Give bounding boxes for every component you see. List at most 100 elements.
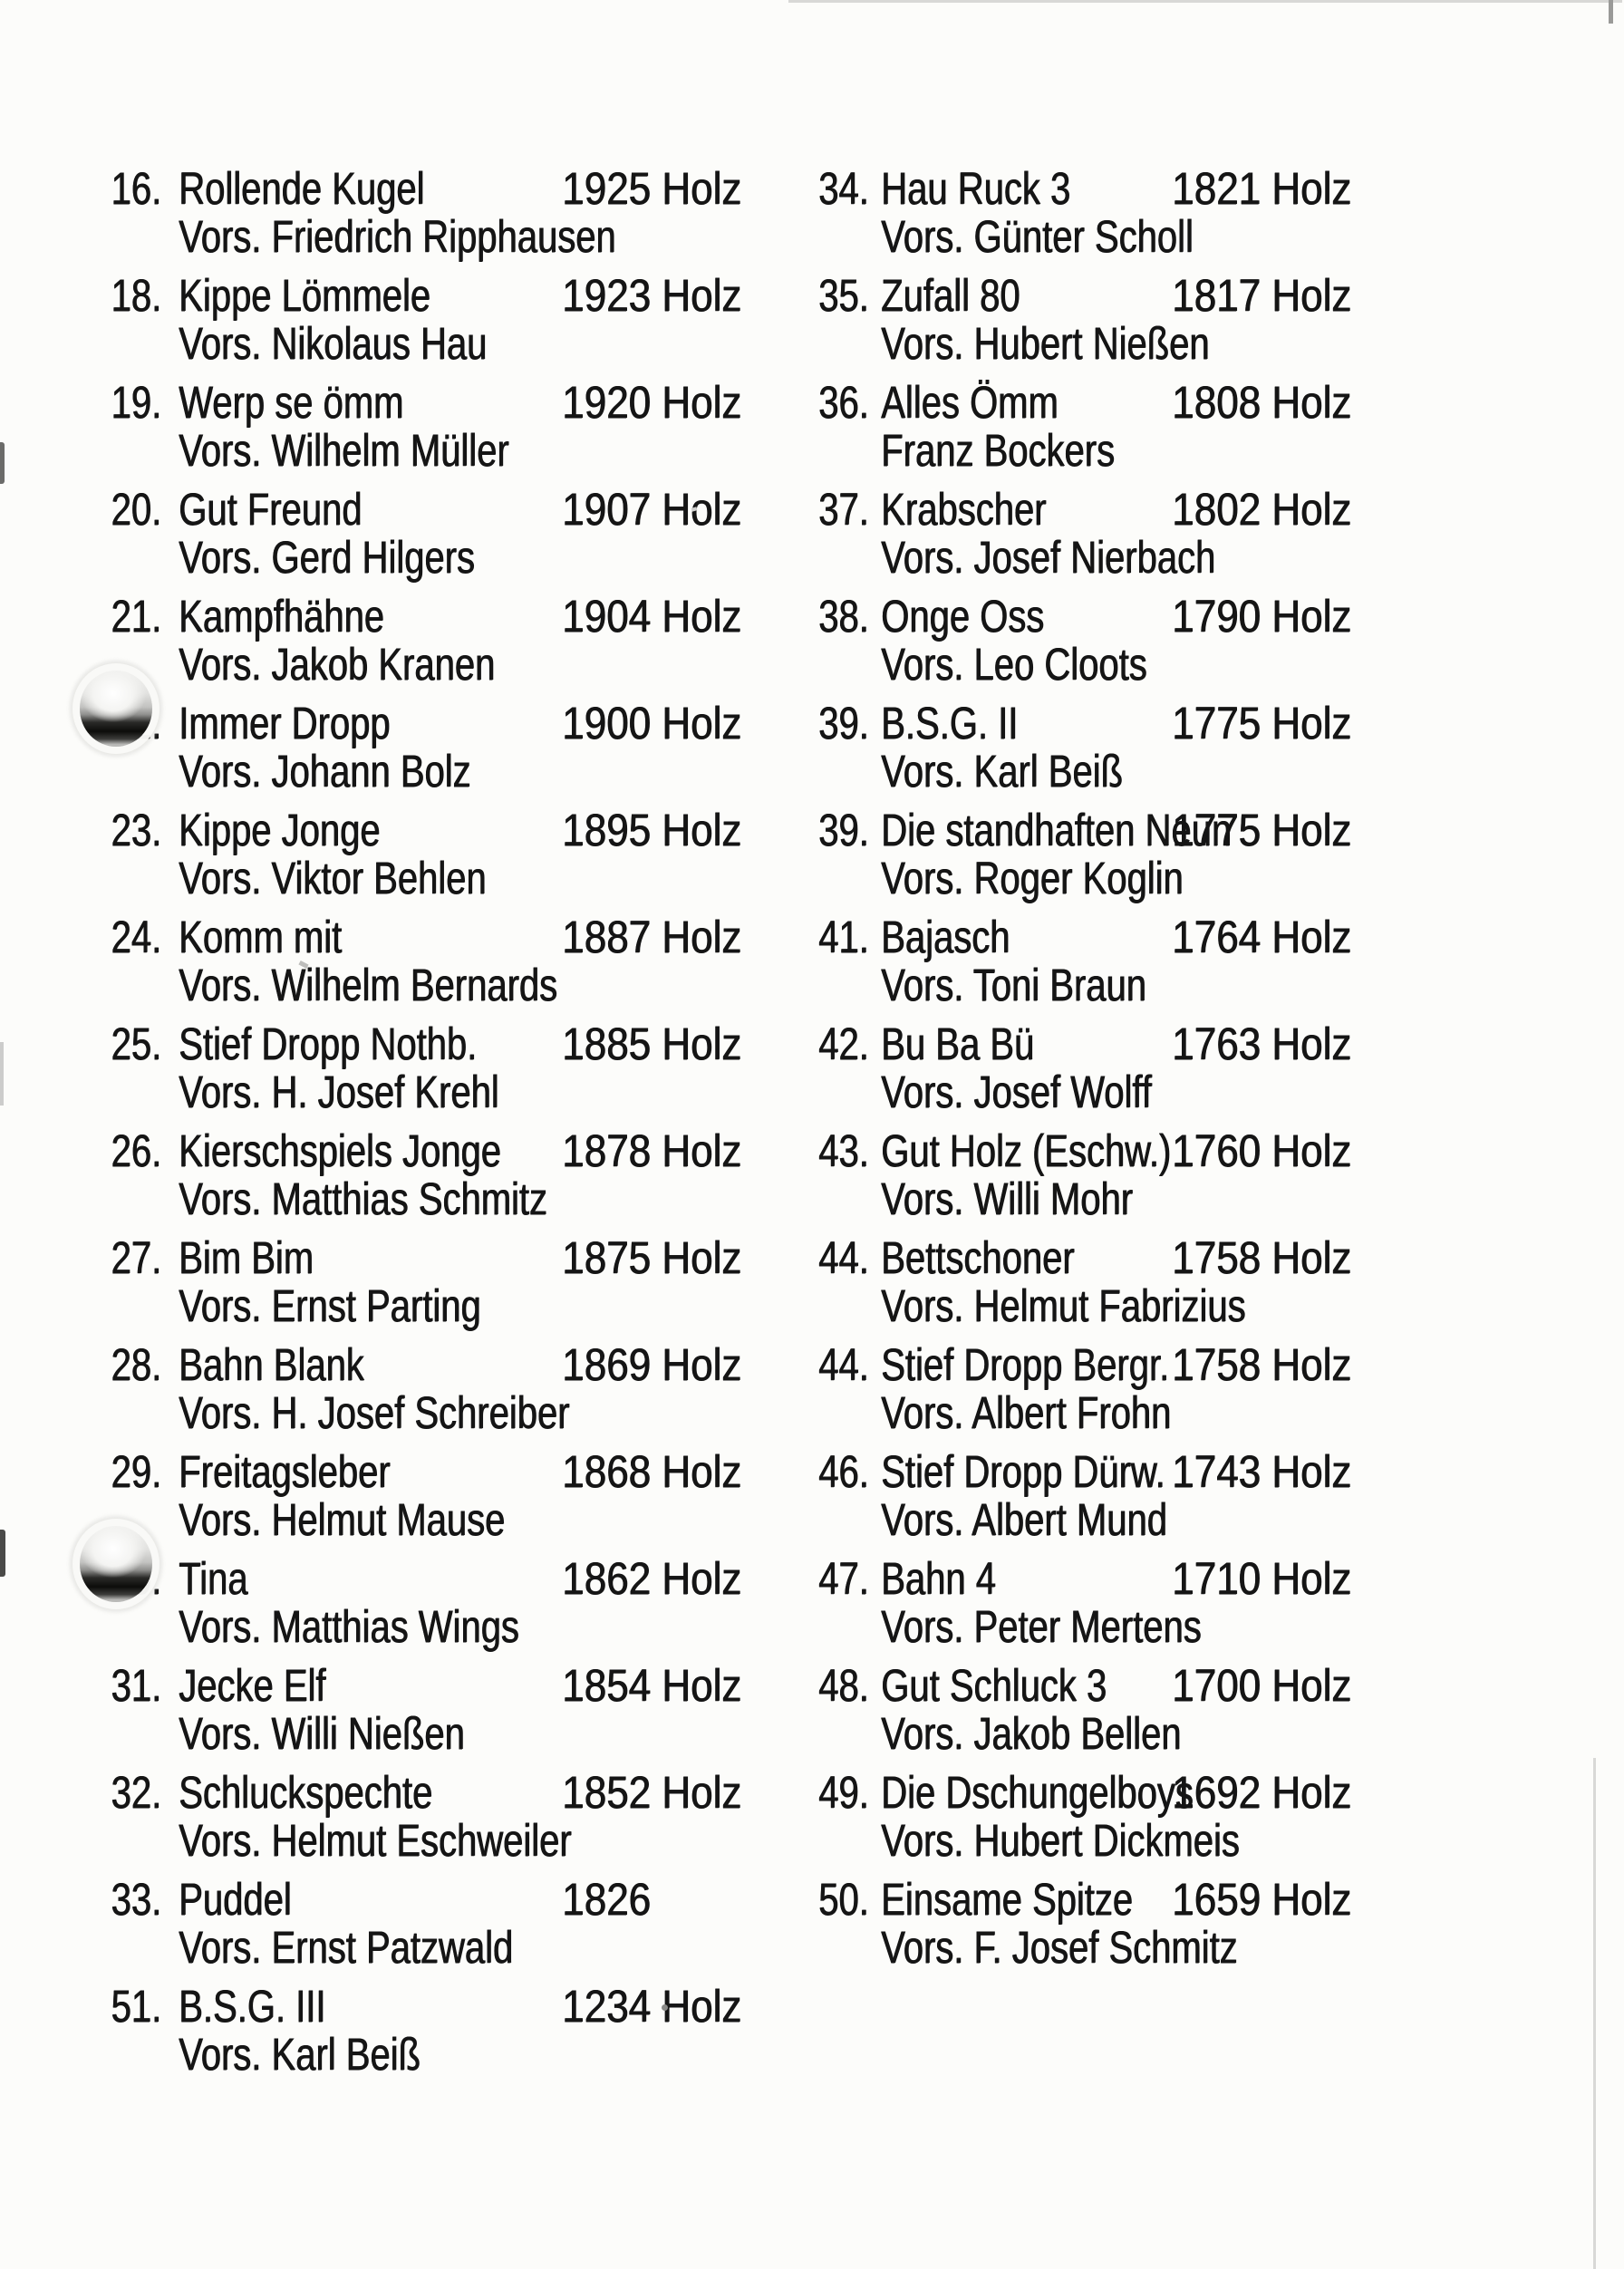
- team-list-entry: 25. Stief Dropp Nothb. 1885 Holz Vors. H…: [91, 1020, 761, 1120]
- entry-rank: 42.: [818, 1019, 869, 1069]
- team-list-entry: 34. Hau Ruck 3 1821 Holz Vors. Günter Sc…: [807, 165, 1387, 265]
- entry-leader: Vors. H. Josef Schreiber: [179, 1387, 570, 1438]
- scan-edge-smudge-left: [0, 1042, 4, 1106]
- entry-team: Die Dschungelboys: [881, 1767, 1194, 1818]
- entry-team: Immer Dropp: [179, 698, 391, 748]
- entry-rank: 28.: [111, 1339, 161, 1390]
- entry-rank: 20.: [111, 484, 161, 535]
- entry-leader: Vors. Karl Beiß: [179, 2029, 420, 2080]
- entry-leader: Vors. Jakob Bellen: [881, 1708, 1182, 1759]
- team-list-entry: 23. Kippe Jonge 1895 Holz Vors. Viktor B…: [91, 806, 761, 906]
- entry-leader: Vors. Karl Beiß: [881, 746, 1123, 797]
- entry-rank: 36.: [818, 377, 869, 428]
- entry-team: Bahn 4: [881, 1553, 996, 1604]
- entry-team: Onge Oss: [881, 591, 1045, 642]
- entry-rank: 26.: [111, 1125, 161, 1176]
- team-list-entry: 39. B.S.G. II 1775 Holz Vors. Karl Beiß: [807, 700, 1387, 799]
- entry-team: Freitagsleber: [179, 1446, 391, 1497]
- entry-score: 1887 Holz: [562, 912, 742, 962]
- entry-rank: 39.: [818, 698, 869, 748]
- entry-score: 1862 Holz: [562, 1553, 742, 1604]
- entry-team: Zufall 80: [881, 270, 1020, 321]
- entry-rank: 41.: [818, 912, 869, 962]
- entry-leader: Vors. F. Josef Schmitz: [881, 1922, 1238, 1973]
- entry-score: 1907 Holz: [562, 484, 742, 535]
- team-list-entry: 31. Jecke Elf 1854 Holz Vors. Willi Nieß…: [91, 1662, 761, 1762]
- entry-team: Jecke Elf: [179, 1660, 326, 1711]
- entry-rank: 19.: [111, 377, 161, 428]
- entry-team: Puddel: [179, 1874, 292, 1925]
- entry-rank: 46.: [818, 1446, 869, 1497]
- entry-score: 1700 Holz: [1172, 1660, 1352, 1711]
- team-list-entry: 48. Gut Schluck 3 1700 Holz Vors. Jakob …: [807, 1662, 1387, 1762]
- entry-score: 1900 Holz: [562, 698, 742, 748]
- entry-rank: 43.: [818, 1125, 869, 1176]
- team-list-entry: 51. B.S.G. III 1234 Holz Vors. Karl Beiß: [91, 1983, 761, 2082]
- entry-team: Bu Ba Bü: [881, 1019, 1035, 1069]
- entry-rank: 31.: [111, 1660, 161, 1711]
- team-list-entry: 36. Alles Ömm 1808 Holz Franz Bockers: [807, 379, 1387, 478]
- entry-rank: 50.: [818, 1874, 869, 1925]
- team-list-entry: 39. Die standhaften Neun 1775 Holz Vors.…: [807, 806, 1387, 906]
- entry-score: 1758 Holz: [1172, 1339, 1352, 1390]
- entry-rank: 25.: [111, 1019, 161, 1069]
- entry-rank: 44.: [818, 1232, 869, 1283]
- entry-rank: 33.: [111, 1874, 161, 1925]
- entry-team: Kippe Jonge: [179, 805, 381, 855]
- team-list-entry: 38. Onge Oss 1790 Holz Vors. Leo Cloots: [807, 593, 1387, 692]
- team-list-entry: 16. Rollende Kugel 1925 Holz Vors. Fried…: [91, 165, 761, 265]
- team-list-entry: 35. Zufall 80 1817 Holz Vors. Hubert Nie…: [807, 272, 1387, 372]
- scan-edge-line-top: [788, 0, 1622, 3]
- entry-team: Kampfhähne: [179, 591, 384, 642]
- entry-rank: 47.: [818, 1553, 869, 1604]
- scan-edge-line-right: [1593, 1758, 1596, 2269]
- entry-team: Kierschspiels Jonge: [179, 1125, 501, 1176]
- entry-rank: 51.: [111, 1981, 161, 2032]
- team-list-entry: 32. Schluckspechte 1852 Holz Vors. Helmu…: [91, 1769, 761, 1868]
- entry-leader: Vors. Hubert Nießen: [881, 318, 1210, 369]
- entry-leader: Vors. Peter Mertens: [881, 1601, 1202, 1652]
- entry-leader: Vors. Matthias Schmitz: [179, 1173, 547, 1224]
- entry-rank: 34.: [818, 163, 869, 214]
- entry-leader: Vors. Willi Mohr: [881, 1173, 1133, 1224]
- team-list-entry: 21. Kampfhähne 1904 Holz Vors. Jakob Kra…: [91, 593, 761, 692]
- entry-leader: Vors. H. Josef Krehl: [179, 1067, 499, 1117]
- entry-rank: 49.: [818, 1767, 869, 1818]
- entry-leader: Vors. Viktor Behlen: [179, 853, 487, 903]
- entry-team: Krabscher: [881, 484, 1047, 535]
- team-list-entry: 27. Bim Bim 1875 Holz Vors. Ernst Partin…: [91, 1234, 761, 1334]
- ranking-column-right: 34. Hau Ruck 3 1821 Holz Vors. Günter Sc…: [807, 165, 1387, 2068]
- team-list-entry: 30. Tina 1862 Holz Vors. Matthias Wings: [80, 1526, 761, 1655]
- entry-leader: Vors. Helmut Mause: [179, 1494, 506, 1545]
- entry-team: Die standhaften Neun: [881, 805, 1232, 855]
- entry-team: Bim Bim: [179, 1232, 314, 1283]
- team-list-entry: 20. Gut Freund 1907 Holz Vors. Gerd Hilg…: [91, 486, 761, 585]
- entry-rank: 35.: [818, 270, 869, 321]
- entry-score: 1868 Holz: [562, 1446, 742, 1497]
- scan-edge-mark-left: [0, 442, 5, 484]
- entry-score: 1852 Holz: [562, 1767, 742, 1818]
- entry-score: 1790 Holz: [1172, 591, 1352, 642]
- entry-rank: 16.: [111, 163, 161, 214]
- entry-leader: Vors. Toni Braun: [881, 960, 1146, 1010]
- entry-score: 1234 Holz: [562, 1981, 742, 2032]
- entry-score: 1692 Holz: [1172, 1767, 1352, 1818]
- team-list-entry: 46. Stief Dropp Dürw. 1743 Holz Vors. Al…: [807, 1448, 1387, 1548]
- entry-rank: 24.: [111, 912, 161, 962]
- entry-rank: 44.: [818, 1339, 869, 1390]
- entry-rank: 48.: [818, 1660, 869, 1711]
- entry-leader: Vors. Hubert Dickmeis: [881, 1815, 1240, 1866]
- team-list-entry: 33. Puddel 1826 Vors. Ernst Patzwald: [91, 1876, 761, 1975]
- team-list-entry: 37. Krabscher 1802 Holz Vors. Josef Nier…: [807, 486, 1387, 585]
- entry-score: 1710 Holz: [1172, 1553, 1352, 1604]
- entry-rank: 32.: [111, 1767, 161, 1818]
- entry-team: Stief Dropp Nothb.: [179, 1019, 478, 1069]
- entry-rank: 23.: [111, 805, 161, 855]
- entry-score: 1760 Holz: [1172, 1125, 1352, 1176]
- entry-score: 1821 Holz: [1172, 163, 1352, 214]
- team-list-entry: 41. Bajasch 1764 Holz Vors. Toni Braun: [807, 913, 1387, 1013]
- scan-speck: [662, 2004, 668, 2011]
- team-list-entry: 24. Komm mit 1887 Holz Vors. Wilhelm Ber…: [91, 913, 761, 1013]
- team-list-entry: 47. Bahn 4 1710 Holz Vors. Peter Mertens: [807, 1555, 1387, 1655]
